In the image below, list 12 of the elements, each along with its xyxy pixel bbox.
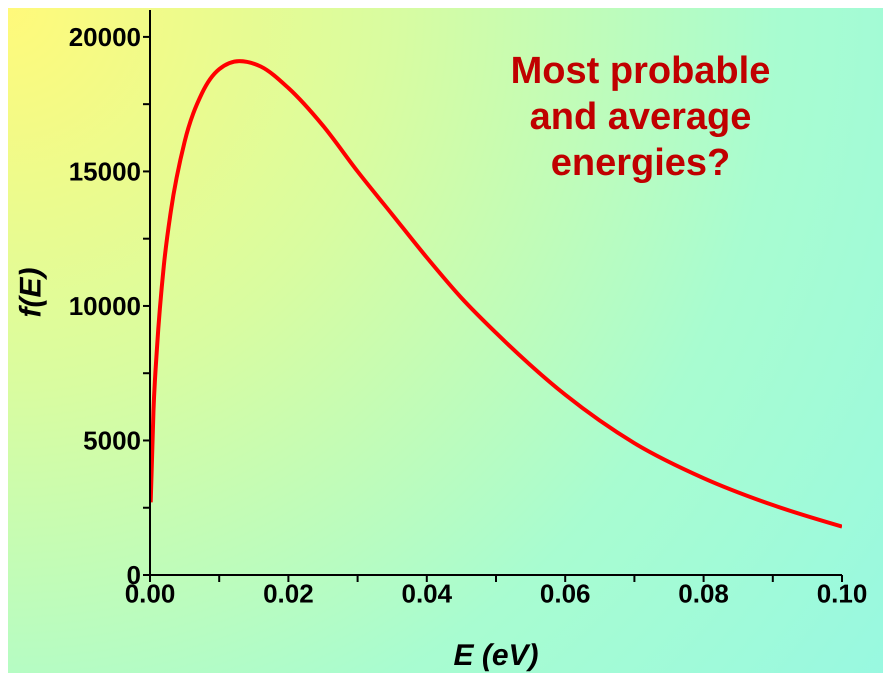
y-tick-label: 5000 [83, 426, 141, 456]
x-tick-label: 0.08 [678, 578, 729, 608]
text: 0.02 [263, 578, 314, 608]
y-tick-label: 10000 [68, 291, 141, 322]
x-tick-label: 0.04 [401, 578, 453, 608]
annotation: Most probable and average energies? [510, 49, 772, 186]
y-axis-title: f(E) [14, 268, 48, 318]
y-tick-label: 20000 [68, 22, 141, 52]
x-tick-label: 0.06 [540, 578, 591, 608]
x-tick-label: 0.10 [816, 578, 868, 608]
x-axis-title: E (eV) [453, 639, 539, 672]
y-tick-label: 15000 [68, 156, 141, 187]
